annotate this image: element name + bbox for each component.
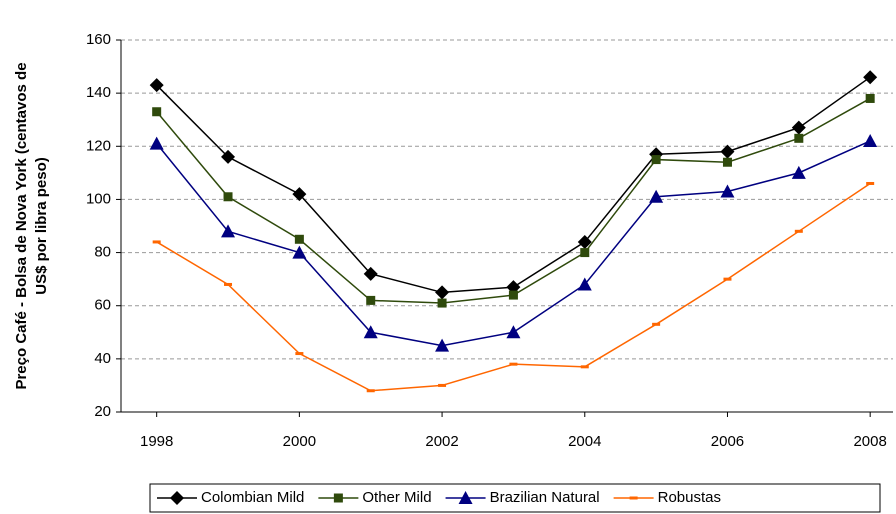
x-tick-label: 2000 <box>283 433 316 450</box>
point-marker <box>722 157 732 167</box>
series-line <box>156 140 871 347</box>
y-tick-label: 140 <box>86 84 111 101</box>
y-tick-label: 20 <box>94 403 111 420</box>
point-marker <box>224 282 233 286</box>
point-marker <box>863 70 878 85</box>
point-marker <box>629 496 638 500</box>
point-marker <box>509 362 518 366</box>
point-marker <box>292 245 307 259</box>
series-line <box>156 97 871 304</box>
x-tick-label: 2002 <box>425 433 458 450</box>
legend-label: Brazilian Natural <box>490 489 600 506</box>
point-marker <box>580 248 590 258</box>
legend-label: Other Mild <box>362 489 431 506</box>
point-marker <box>223 192 233 202</box>
point-marker <box>363 266 378 281</box>
y-tick-label: 160 <box>86 31 111 48</box>
point-marker <box>791 165 806 179</box>
point-marker <box>649 189 664 203</box>
point-marker <box>221 224 236 238</box>
y-tick-label: 100 <box>86 190 111 207</box>
point-marker <box>435 285 450 300</box>
point-marker <box>221 149 236 164</box>
point-marker <box>720 144 735 159</box>
point-marker <box>865 93 875 103</box>
point-marker <box>723 277 732 281</box>
y-axis-title: Preço Café - Bolsa de Nova York (centavo… <box>13 62 50 389</box>
legend-label: Robustas <box>658 489 721 506</box>
legend-label: Colombian Mild <box>201 489 304 506</box>
point-marker <box>295 352 304 356</box>
point-marker <box>652 322 661 326</box>
point-marker <box>435 338 450 352</box>
point-marker <box>363 325 378 339</box>
point-marker <box>651 155 661 165</box>
point-marker <box>292 187 307 202</box>
point-marker <box>794 229 803 233</box>
point-marker <box>458 491 473 504</box>
point-marker <box>577 234 592 249</box>
legend-box <box>149 483 881 513</box>
point-marker <box>366 295 376 305</box>
y-tick-label: 120 <box>86 137 111 154</box>
point-marker <box>720 184 735 198</box>
x-tick-label: 1998 <box>140 433 173 450</box>
point-marker <box>438 383 447 387</box>
point-marker <box>170 491 184 505</box>
point-marker <box>152 107 162 117</box>
point-marker <box>437 298 447 308</box>
point-marker <box>794 133 804 143</box>
point-marker <box>791 120 806 135</box>
point-marker <box>580 365 589 369</box>
point-marker <box>149 78 164 93</box>
point-marker <box>333 493 343 503</box>
point-marker <box>149 136 164 150</box>
x-tick-label: 2004 <box>568 433 601 450</box>
point-marker <box>294 234 304 244</box>
point-marker <box>152 240 161 244</box>
point-marker <box>506 325 521 339</box>
point-marker <box>577 277 592 291</box>
y-axis-title-line: Preço Café - Bolsa de Nova York (centavo… <box>13 62 30 389</box>
point-marker <box>508 290 518 300</box>
series-line <box>156 76 871 294</box>
x-tick-label: 2006 <box>711 433 744 450</box>
y-tick-label: 60 <box>94 297 111 314</box>
y-axis-title-line: US$ por libra peso) <box>33 157 50 295</box>
point-marker <box>866 181 875 185</box>
point-marker <box>366 389 375 393</box>
y-tick-label: 40 <box>94 350 111 367</box>
y-tick-label: 80 <box>94 244 111 261</box>
x-tick-label: 2008 <box>853 433 886 450</box>
point-marker <box>863 133 878 147</box>
